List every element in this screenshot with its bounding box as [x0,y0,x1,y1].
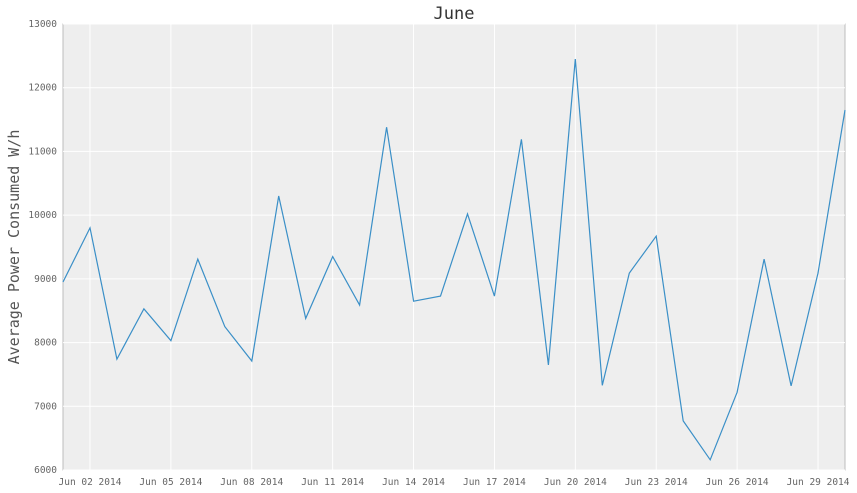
x-tick-label: Jun 26 2014 [706,477,769,488]
y-tick-label: 11000 [28,146,57,157]
x-tick-label: Jun 23 2014 [625,477,688,488]
y-tick-labels: 6000 7000 8000 9000 10000 11000 12000 13000 [28,19,57,476]
y-tick-label: 6000 [34,465,57,476]
series-line [62,58,846,462]
x-tick-label: Jun 02 2014 [59,477,122,488]
grid-lines [63,23,845,471]
y-tick-label: 7000 [34,401,57,412]
x-tick-label: Jun 20 2014 [544,477,607,488]
x-tick-label: Jun 17 2014 [463,477,526,488]
plot-area [62,23,846,471]
x-tick-label: Jun 08 2014 [220,477,283,488]
series-group [62,58,846,462]
y-tick-label: 13000 [28,19,57,30]
y-tick-label: 8000 [34,338,57,349]
y-tick-label: 12000 [28,83,57,94]
x-tick-label: Jun 05 2014 [139,477,202,488]
x-tick-label: Jun 14 2014 [382,477,445,488]
y-tick-label: 10000 [28,210,57,221]
x-tick-labels: Jun 02 2014 Jun 05 2014 Jun 08 2014 Jun 11 … [59,477,850,488]
y-axis-label: Average Power Consumed W/h [5,130,23,365]
x-tick-label: Jun 11 2014 [301,477,364,488]
chart-title: June [434,4,475,24]
y-tick-label: 9000 [34,274,57,285]
x-tick-label: Jun 29 2014 [787,477,850,488]
